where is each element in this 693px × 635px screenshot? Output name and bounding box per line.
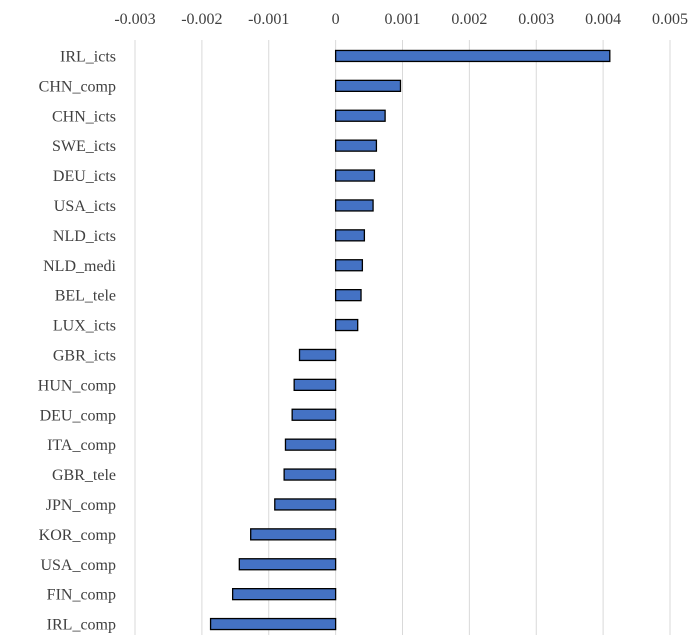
bar — [334, 139, 378, 152]
category-label: IRL_icts — [60, 48, 116, 65]
x-tick-label: -0.001 — [248, 11, 289, 28]
bar — [334, 49, 611, 63]
bar — [238, 558, 337, 571]
category-label: GBR_icts — [53, 347, 116, 364]
bar — [334, 79, 402, 92]
category-label: GBR_tele — [52, 467, 116, 484]
x-tick-label: 0.001 — [385, 11, 421, 28]
bar — [334, 199, 374, 212]
x-tick-label: -0.003 — [114, 11, 155, 28]
category-label: NLD_medi — [43, 258, 116, 275]
category-label: BEL_tele — [55, 288, 116, 305]
category-label: LUX_icts — [53, 318, 116, 335]
x-tick-label: 0.005 — [652, 11, 688, 28]
bar — [298, 348, 337, 362]
x-tick-label: 0.003 — [518, 11, 554, 28]
bar — [334, 288, 362, 302]
bar — [334, 109, 386, 122]
bar — [283, 468, 337, 481]
category-label: DEU_comp — [40, 407, 116, 424]
bar — [334, 318, 359, 332]
category-label: SWE_icts — [52, 138, 116, 155]
category-label: JPN_comp — [46, 497, 116, 514]
bar — [334, 259, 364, 272]
category-label: ITA_comp — [47, 437, 116, 454]
x-tick-label: -0.002 — [181, 11, 222, 28]
category-label: NLD_icts — [53, 228, 116, 245]
bar — [284, 438, 337, 451]
category-labels: IRL_icts CHN_comp CHN_icts SWE_icts DEU_icts… — [38, 48, 117, 633]
bars — [209, 49, 611, 631]
category-label: CHN_comp — [39, 78, 116, 95]
bar — [209, 617, 337, 631]
bar — [293, 378, 337, 392]
bar — [250, 528, 337, 541]
bar — [334, 229, 366, 242]
bar — [274, 498, 337, 511]
category-label: USA_icts — [54, 198, 116, 215]
category-label: USA_comp — [40, 557, 116, 574]
category-label: HUN_comp — [38, 377, 116, 394]
category-label: KOR_comp — [39, 527, 116, 544]
bar — [291, 408, 337, 421]
x-tick-label: 0 — [332, 11, 340, 28]
x-tick-label: 0.002 — [451, 11, 487, 28]
x-tick-label: 0.004 — [585, 11, 621, 28]
x-axis-tick-labels: -0.003 -0.002 -0.001 0 0.001 0.002 0.003 0.004 0… — [114, 11, 688, 28]
bar — [231, 588, 337, 601]
category-label: CHN_icts — [52, 108, 116, 125]
category-label: IRL_comp — [47, 617, 116, 634]
category-label: DEU_icts — [53, 168, 116, 185]
bar — [334, 169, 376, 182]
gridlines — [134, 40, 671, 635]
category-label: FIN_comp — [47, 587, 116, 604]
